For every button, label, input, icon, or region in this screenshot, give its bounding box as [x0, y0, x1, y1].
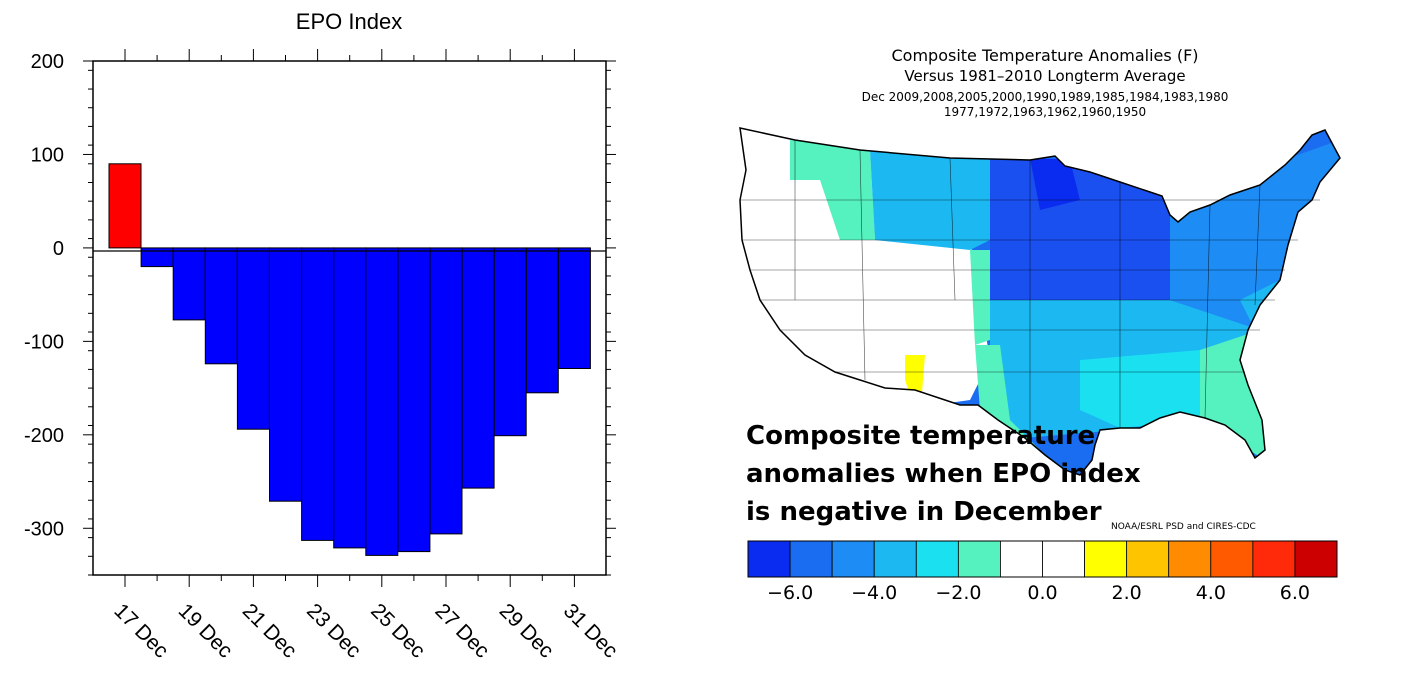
bar-26-dec [397, 247, 431, 553]
bar-21-dec [236, 247, 270, 430]
us-anomaly-map [739, 127, 1341, 476]
bar-19-dec [172, 247, 206, 321]
chart-title: EPO Index [296, 9, 402, 34]
annotation-line: is negative in December [746, 497, 1102, 527]
annotation-line: anomalies when EPO index [746, 459, 1141, 489]
y-tick-label: 200 [31, 51, 64, 73]
x-tick-label: 17 Dec [109, 599, 172, 662]
bar-31-dec [557, 247, 591, 369]
color-bar-label: 4.0 [1195, 582, 1226, 604]
x-tick-label: 31 Dec [559, 599, 622, 662]
bar-24-dec [333, 247, 367, 549]
epo-annotation: Composite temperature anomalies when EPO… [746, 417, 1141, 531]
x-tick-label: 21 Dec [238, 599, 301, 662]
y-tick-label: 0 [53, 238, 64, 260]
bar-27-dec [429, 247, 463, 535]
x-tick-label: 27 Dec [430, 599, 493, 662]
y-tick-label: 100 [31, 145, 64, 167]
x-tick-label: 19 Dec [174, 599, 237, 662]
bar-17-dec [108, 163, 142, 249]
bar-22-dec [269, 247, 302, 502]
bar-30-dec [525, 247, 559, 394]
map-years-line-1: Dec 2009,2008,2005,2000,1990,1989,1985,1… [861, 90, 1229, 104]
bar-25-dec [365, 247, 399, 556]
y-tick-label: -200 [24, 425, 64, 447]
color-bar-label: 2.0 [1111, 582, 1142, 604]
temperature-anomaly-panel: Composite Temperature Anomalies (F) Vers… [700, 0, 1424, 695]
x-tick-label: 23 Dec [302, 599, 365, 662]
map-years-line-2: 1977,1972,1963,1962,1960,1950 [943, 105, 1147, 119]
map-subtitle: Versus 1981–2010 Longterm Average [904, 67, 1186, 85]
y-tick-label: -300 [24, 518, 64, 540]
bar-29-dec [493, 247, 527, 437]
x-tick-label: 29 Dec [495, 599, 558, 662]
map-title: Composite Temperature Anomalies (F) [891, 46, 1199, 65]
y-tick-label: -100 [24, 331, 64, 353]
color-bar-label: 6.0 [1279, 582, 1310, 604]
color-bar-label: −2.0 [935, 582, 982, 604]
color-bar-label: 0.0 [1027, 582, 1058, 604]
bar-28-dec [461, 247, 495, 489]
bar-23-dec [301, 247, 335, 541]
annotation-line: Composite temperature [746, 421, 1096, 451]
color-bar-label: −6.0 [767, 582, 814, 604]
plot-frame [92, 60, 607, 576]
bar-20-dec [204, 247, 238, 365]
x-tick-label: 25 Dec [366, 599, 429, 662]
data-credit: NOAA/ESRL PSD and CIRES-CDC [1111, 522, 1256, 532]
color-bar-label: −4.0 [851, 582, 898, 604]
epo-index-chart: EPO Index 200 100 0 -100 -200 -300 17 Dec 19 D… [24, 9, 622, 663]
